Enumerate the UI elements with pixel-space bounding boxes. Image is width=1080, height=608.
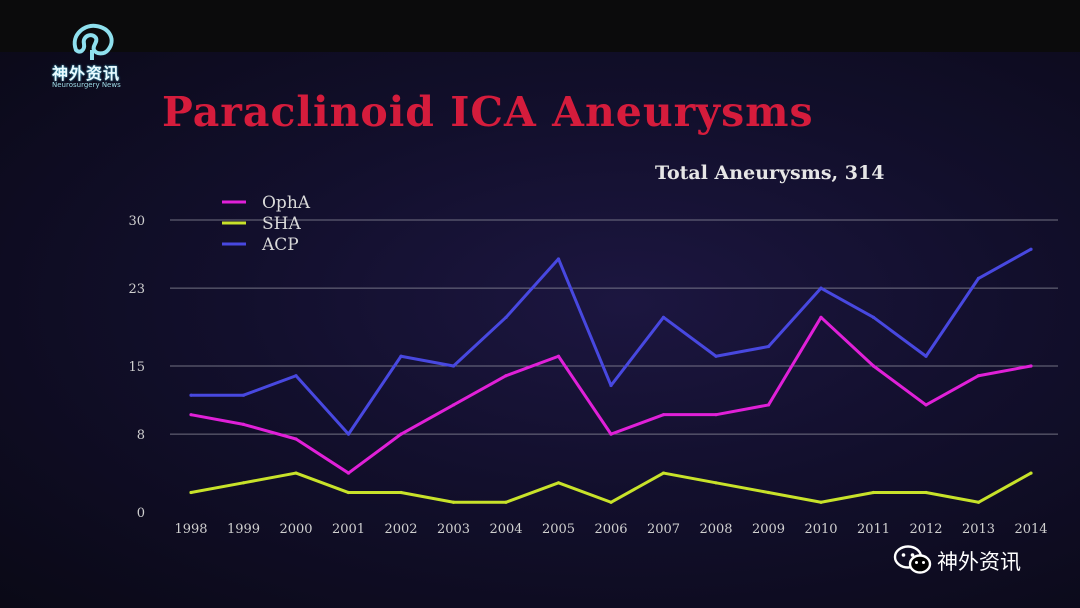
x-tick-label: 2005	[542, 522, 575, 537]
x-tick-label: 2008	[699, 522, 732, 537]
top-bar	[0, 0, 1080, 52]
brain-logo-icon	[72, 23, 114, 60]
slide-background	[0, 52, 1080, 608]
data-point-opha	[714, 413, 718, 417]
data-point-acp	[399, 354, 403, 358]
data-point-opha	[976, 374, 981, 378]
data-point-acp	[241, 393, 246, 397]
data-point-sha	[661, 471, 666, 475]
x-tick-label: 2012	[909, 522, 942, 537]
data-point-opha	[556, 354, 561, 358]
x-tick-label: 2010	[804, 522, 837, 537]
data-point-acp	[609, 383, 613, 388]
y-tick-label: 8	[137, 428, 145, 443]
data-point-opha	[766, 403, 771, 407]
x-tick-label: 2004	[489, 522, 522, 537]
data-point-opha	[504, 374, 508, 378]
legend-label-opha: OphA	[262, 193, 311, 213]
data-point-sha	[556, 481, 561, 485]
x-tick-label: 2007	[647, 522, 680, 537]
legend-label-acp: ACP	[261, 235, 299, 255]
data-point-sha	[1029, 471, 1033, 475]
data-point-opha	[609, 432, 613, 436]
series-line-acp	[191, 247, 1032, 436]
data-point-acp	[504, 315, 508, 319]
data-point-opha	[189, 413, 193, 417]
data-point-opha	[661, 413, 666, 417]
data-point-acp	[924, 354, 928, 358]
x-tick-label: 2013	[962, 522, 995, 537]
x-tick-label: 2006	[594, 522, 627, 537]
data-point-sha	[189, 490, 193, 495]
y-tick-label: 30	[128, 214, 145, 229]
slide-title: Paraclinoid ICA Aneurysms	[162, 88, 814, 136]
y-tick-label: 0	[137, 506, 145, 521]
data-point-acp	[451, 364, 456, 368]
data-point-sha	[714, 481, 718, 485]
data-point-opha	[346, 471, 351, 475]
data-point-acp	[714, 354, 718, 358]
wechat-icon	[893, 545, 932, 574]
data-point-acp	[871, 315, 876, 319]
data-point-sha	[819, 500, 823, 504]
data-point-opha	[819, 315, 823, 319]
data-point-sha	[451, 500, 456, 504]
data-point-acp	[766, 344, 771, 349]
data-point-opha	[1029, 364, 1033, 368]
x-tick-label: 1999	[227, 522, 260, 537]
data-point-sha	[399, 490, 403, 495]
y-tick-label: 15	[128, 360, 145, 375]
data-point-opha	[924, 403, 928, 407]
x-tick-label: 2003	[437, 522, 470, 537]
data-point-sha	[504, 500, 508, 504]
data-point-sha	[766, 490, 771, 495]
x-tick-label: 2014	[1014, 522, 1047, 537]
logo-chinese-name: 神外资讯	[52, 64, 121, 83]
data-point-sha	[976, 500, 981, 504]
data-point-acp	[819, 286, 823, 290]
y-tick-label: 23	[128, 282, 145, 297]
data-point-sha	[241, 481, 246, 485]
data-point-acp	[976, 276, 981, 280]
watermark-text: 神外资讯	[937, 550, 1021, 574]
data-point-sha	[294, 471, 298, 475]
x-tick-label: 1998	[174, 522, 207, 537]
data-point-sha	[871, 490, 876, 495]
data-point-opha	[451, 403, 456, 407]
wechat-watermark: 神外资讯	[893, 542, 1063, 578]
legend-label-sha: SHA	[262, 214, 301, 234]
neurosurgery-news-logo: 神外资讯 Neurosurgery News	[48, 20, 148, 90]
data-point-opha	[871, 364, 876, 368]
data-point-acp	[556, 257, 561, 261]
data-point-sha	[924, 490, 928, 495]
data-point-acp	[661, 315, 666, 319]
x-tick-label: 2009	[752, 522, 785, 537]
logo-english-name: Neurosurgery News	[52, 81, 121, 89]
data-point-sha	[346, 490, 351, 495]
series-line-sha	[190, 471, 1032, 504]
total-aneurysms-label: Total Aneurysms, 314	[655, 162, 885, 184]
x-tick-label: 2002	[384, 522, 417, 537]
data-point-opha	[399, 432, 403, 436]
x-tick-label: 2011	[857, 522, 890, 537]
data-point-acp	[1029, 247, 1033, 251]
data-point-acp	[189, 393, 193, 397]
x-tick-label: 2001	[332, 522, 365, 537]
data-point-opha	[241, 422, 246, 426]
data-point-opha	[294, 437, 298, 441]
data-point-acp	[294, 374, 298, 378]
data-point-sha	[609, 500, 613, 504]
data-point-acp	[346, 432, 351, 436]
x-tick-label: 2000	[279, 522, 312, 537]
